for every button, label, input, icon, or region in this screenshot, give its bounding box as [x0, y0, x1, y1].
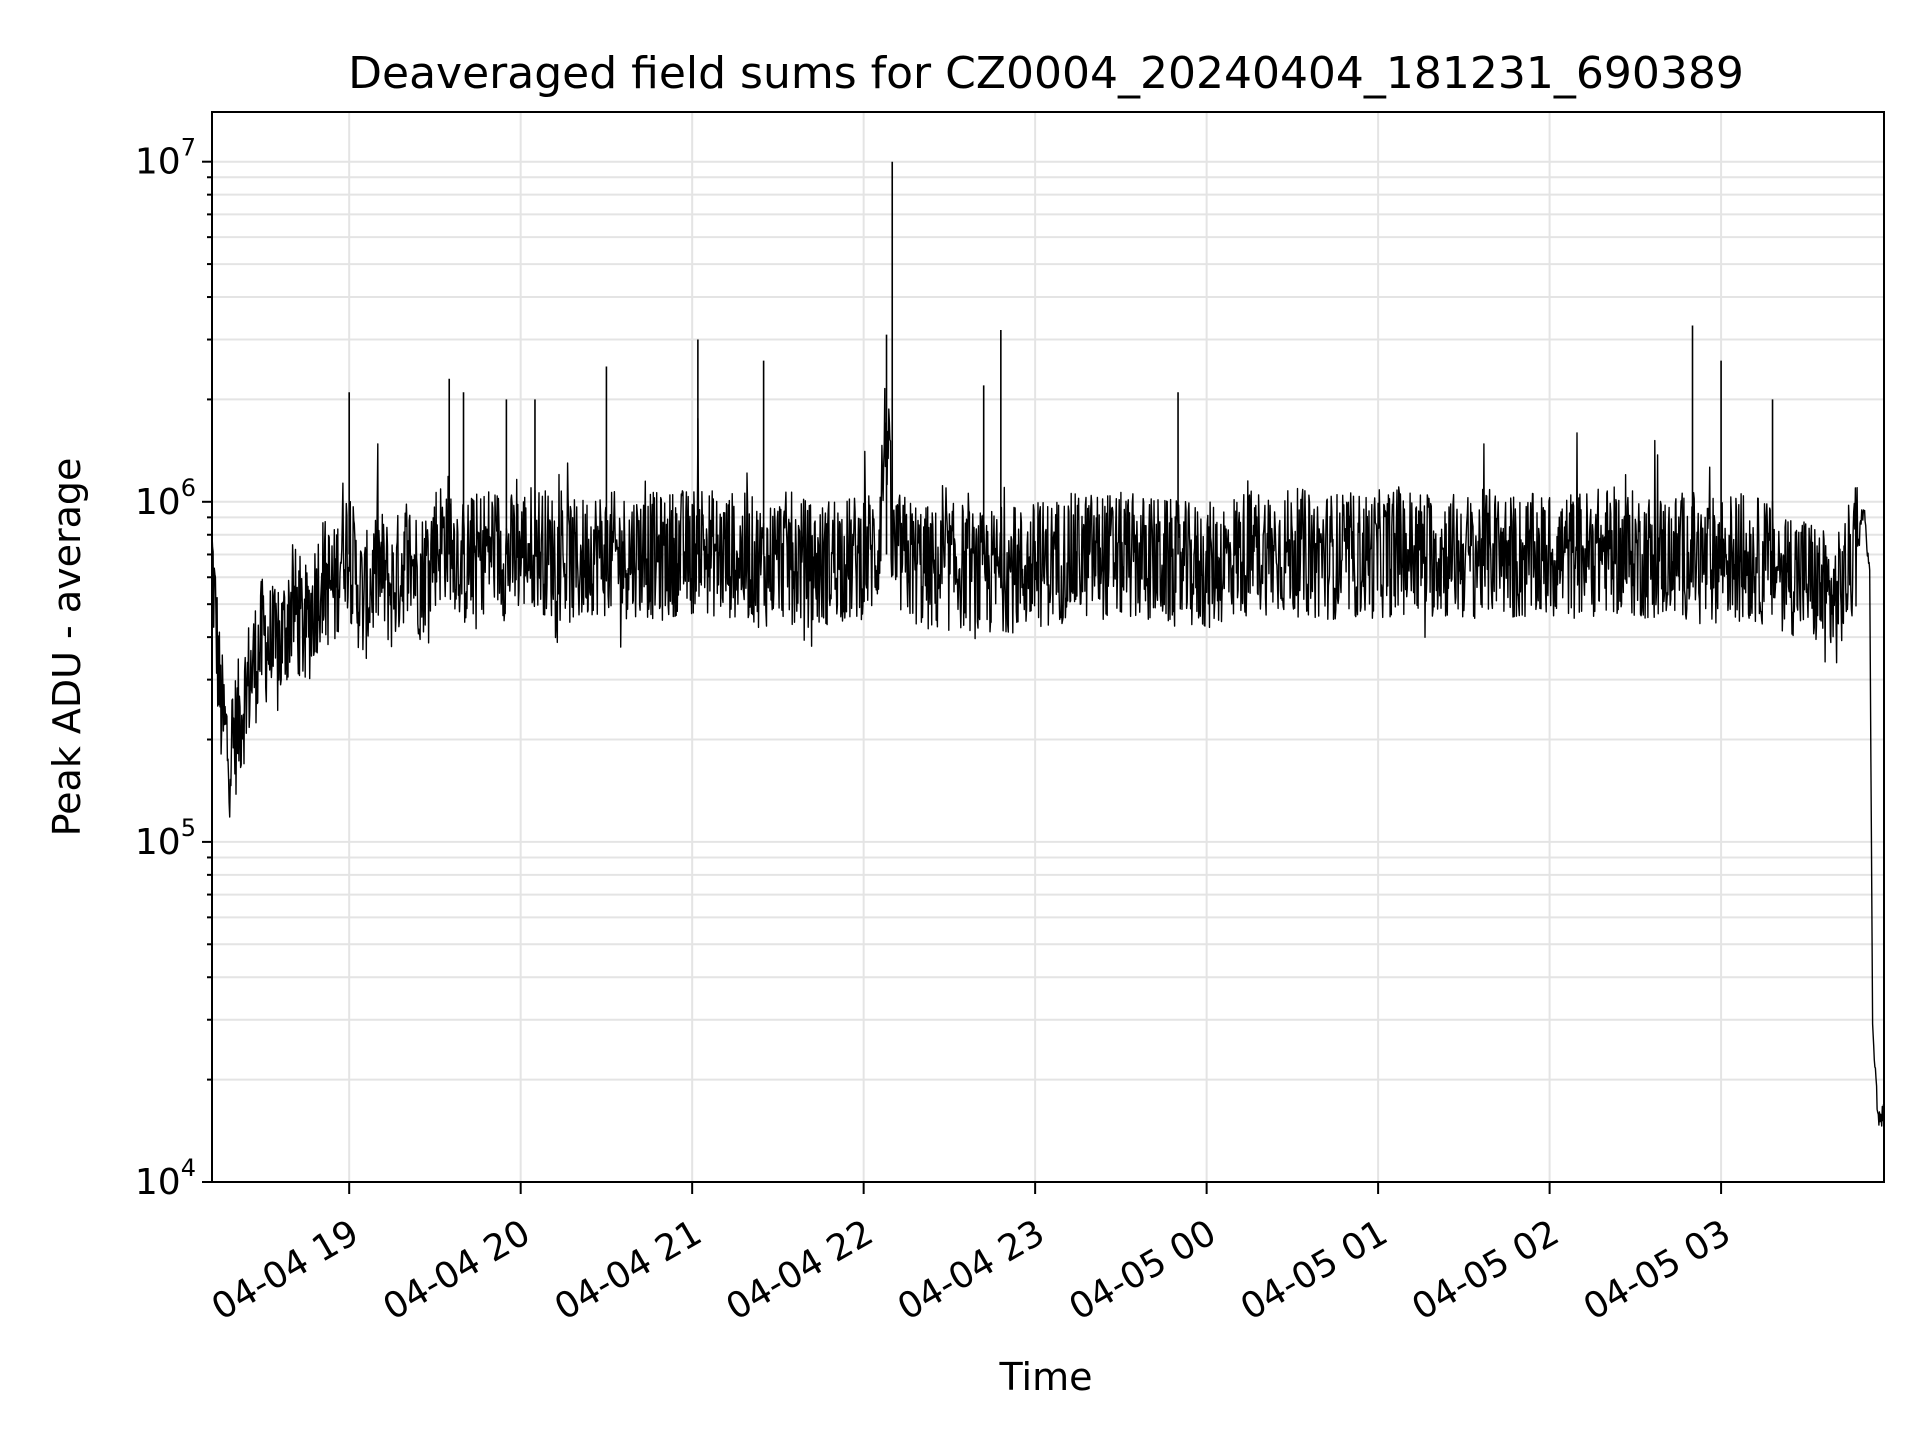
x-tick-label: 04-04 22	[719, 1212, 880, 1328]
x-tick-label: 04-05 03	[1577, 1212, 1738, 1328]
x-axis-label: Time	[999, 1355, 1093, 1399]
x-axis: 04-04 19 04-04 20 04-04 21 04-04 22 04-04 23…	[205, 1182, 1738, 1329]
grid	[212, 112, 1884, 1183]
y-axis-label: Peak ADU - average	[45, 458, 89, 837]
x-tick-label: 04-04 23	[891, 1212, 1052, 1328]
x-tick-label: 04-04 20	[377, 1212, 538, 1328]
y-tick-label: 106	[135, 474, 196, 523]
series-line	[211, 387, 1885, 1127]
x-tick-label: 04-05 00	[1062, 1212, 1223, 1328]
y-axis: 104 105 106 107	[135, 134, 212, 1203]
y-tick-label: 107	[135, 134, 196, 183]
series-layer	[211, 161, 1885, 1127]
x-tick-label: 04-04 21	[548, 1212, 709, 1328]
y-tick-label: 105	[135, 814, 196, 863]
y-tick-label: 104	[135, 1154, 196, 1203]
x-tick-label: 04-05 01	[1234, 1212, 1395, 1328]
chart-title: Deaveraged field sums for CZ0004_2024040…	[348, 48, 1744, 99]
x-tick-label: 04-05 02	[1405, 1212, 1566, 1328]
plot-frame	[211, 111, 1885, 1183]
x-tick-label: 04-04 19	[205, 1212, 366, 1328]
